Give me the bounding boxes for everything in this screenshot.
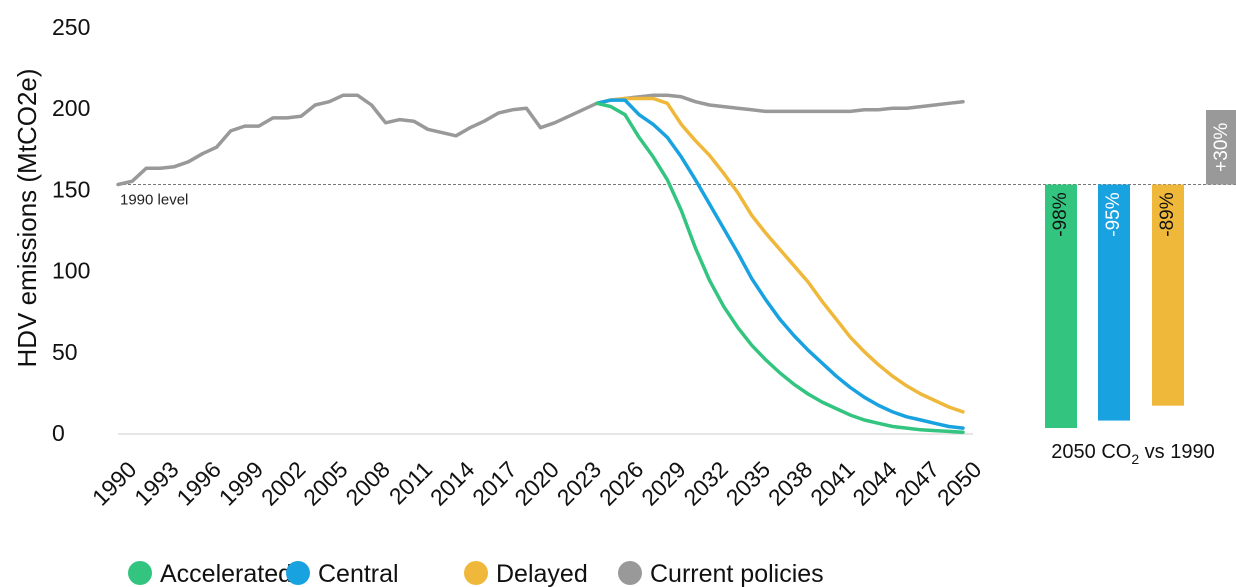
x-tick-label: 2038: [763, 456, 818, 511]
y-tick-label: 50: [52, 339, 78, 365]
y-axis: 0 50 100 150 200 250: [52, 14, 90, 446]
comparison-bar-label: -95%: [1103, 192, 1124, 236]
comparison-bar-label: -89%: [1157, 192, 1178, 236]
comparison-label: 2050 CO2 vs 1990: [1051, 441, 1214, 467]
x-tick-label: 2023: [552, 456, 607, 511]
y-tick-label: 150: [52, 176, 90, 202]
x-tick-label: 2008: [340, 456, 395, 511]
y-axis-title: HDV emissions (MtCO2e): [12, 68, 42, 367]
comparison-bar-current-policies: [1206, 109, 1236, 185]
legend: Accelerated Central Delayed Current policie…: [128, 560, 824, 587]
x-tick-label: 2029: [636, 456, 691, 511]
comparison-bar-label: -98%: [1050, 192, 1071, 236]
x-tick-label: 2014: [425, 456, 480, 511]
comparison-label-tail: vs 1990: [1139, 441, 1215, 463]
x-tick-label: 1990: [87, 456, 142, 511]
x-tick-label: 2041: [805, 456, 860, 511]
y-tick-label: 250: [52, 14, 90, 40]
legend-label: Central: [318, 560, 399, 587]
legend-swatch-accelerated: [128, 561, 152, 585]
comparison-bar-delayed: [1152, 184, 1184, 406]
comparison-bar-label: +30%: [1211, 123, 1232, 172]
x-axis: 1990199319961999200220052008201120142017…: [87, 433, 987, 511]
y-tick-label: 0: [52, 420, 65, 446]
x-tick-label: 1993: [129, 456, 184, 511]
x-tick-label: 2011: [384, 456, 437, 509]
legend-swatch-central: [286, 561, 310, 585]
legend-label: Accelerated: [160, 560, 292, 587]
x-tick-label: 2035: [721, 456, 776, 511]
x-tick-label: 2050: [932, 456, 987, 511]
comparison-bars: -98% -95% -89% +30%: [1045, 109, 1236, 429]
series-line-central: [595, 98, 965, 430]
series-line-accelerated: [595, 101, 965, 434]
x-tick-label: 1996: [171, 456, 226, 511]
series-line-current-policies: [116, 93, 965, 187]
x-tick-label: 2026: [594, 456, 649, 511]
comparison-label-main: 2050 CO: [1051, 441, 1131, 463]
x-tick-label: 2005: [298, 456, 353, 511]
y-tick-label: 100: [52, 258, 90, 284]
legend-swatch-current-policies: [618, 561, 642, 585]
x-tick-label: 1999: [214, 456, 269, 511]
x-tick-label: 2002: [256, 456, 311, 511]
x-tick-label: 2032: [678, 456, 733, 511]
series-line-delayed: [595, 96, 965, 414]
x-tick-label: 2047: [890, 456, 945, 511]
comparison-label-sub: 2: [1131, 451, 1139, 467]
x-tick-label: 2020: [509, 456, 564, 511]
y-tick-label: 200: [52, 95, 90, 121]
legend-swatch-delayed: [464, 561, 488, 585]
legend-label: Delayed: [496, 560, 588, 587]
series-lines: [116, 93, 965, 434]
legend-label: Current policies: [650, 560, 824, 587]
x-tick-label: 2017: [467, 456, 522, 511]
comparison-bar-accelerated: [1045, 184, 1077, 429]
reference-line-label: 1990 level: [120, 192, 188, 209]
x-tick-label: 2044: [847, 456, 902, 511]
comparison-bar-central: [1098, 184, 1130, 421]
